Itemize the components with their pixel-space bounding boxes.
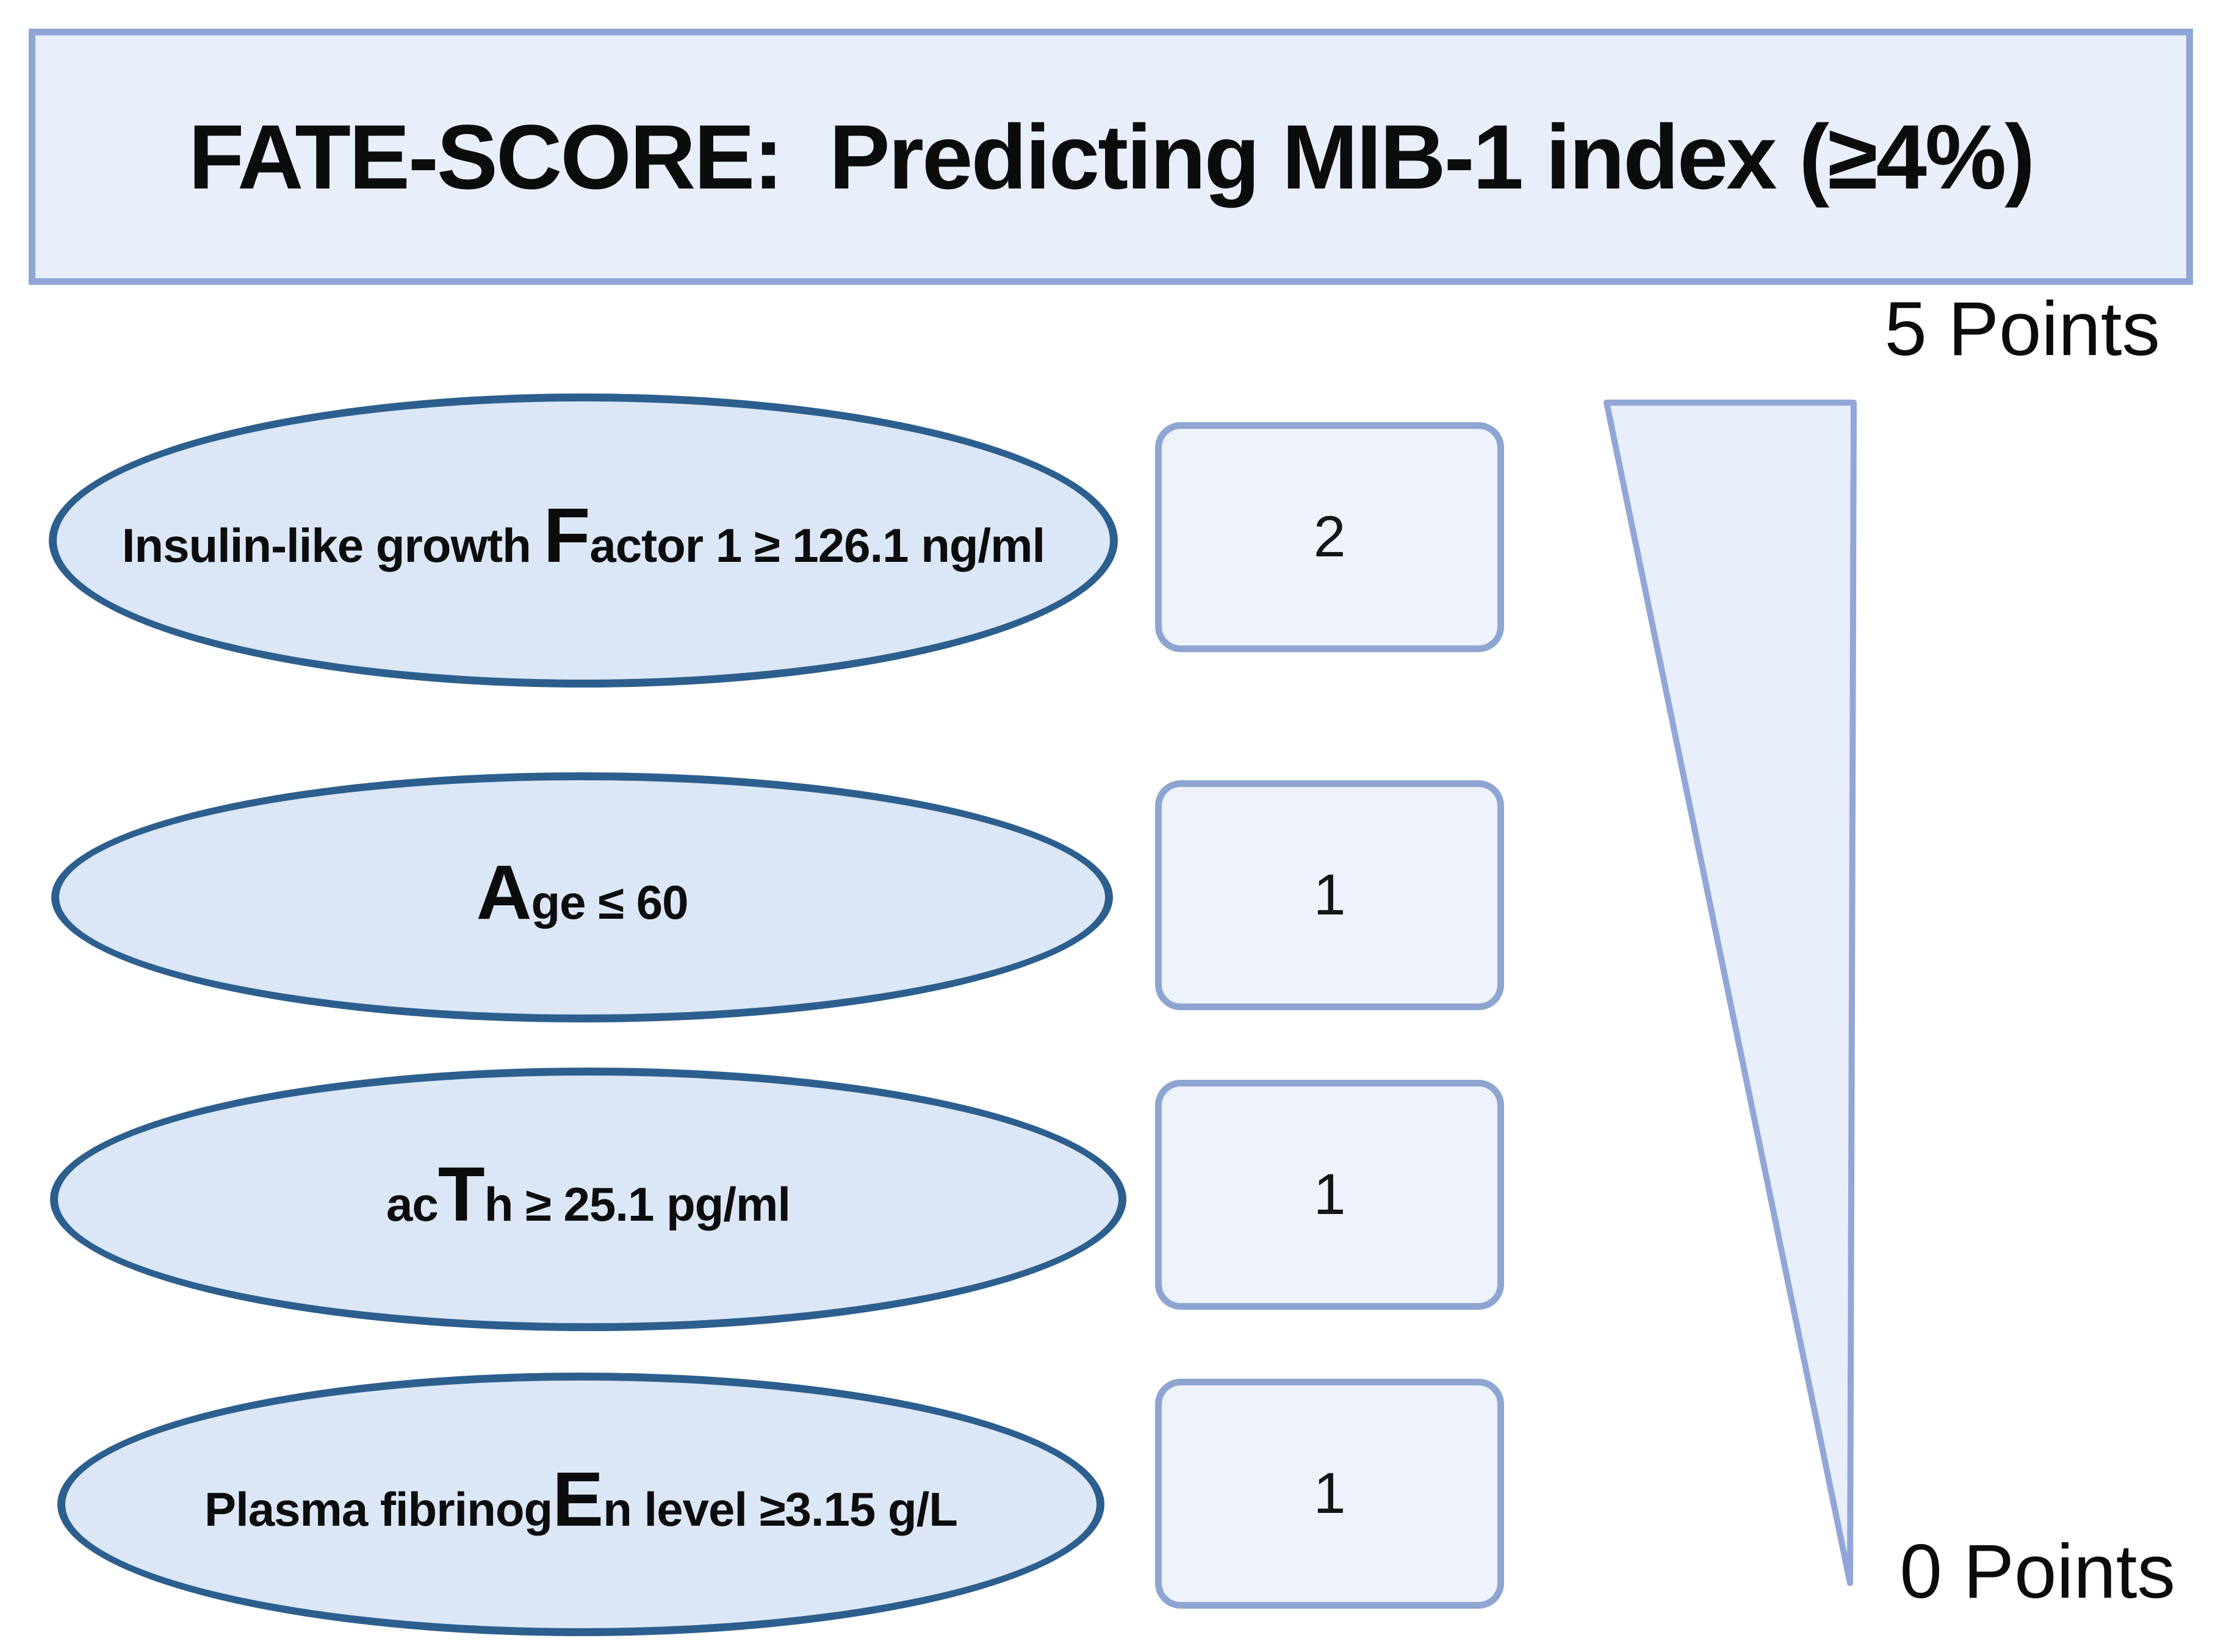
- criterion-label-pre: Plasma fibrinog: [204, 1482, 553, 1536]
- criterion-label: Age ≤ 60: [416, 854, 749, 935]
- title-banner: FATE-SCORE: Predicting MIB-1 index (≥4%): [29, 29, 2193, 285]
- figure-title: FATE-SCORE: Predicting MIB-1 index (≥4%): [188, 105, 2035, 208]
- points-value: 1: [1313, 1162, 1346, 1227]
- points-box-acth: 1: [1155, 1080, 1504, 1310]
- scale-min-label: 0 Points: [1899, 1529, 2175, 1614]
- criterion-label-post: n level ≥3.15 g/L: [603, 1482, 958, 1536]
- points-value: 1: [1313, 1461, 1346, 1526]
- criterion-label-post: h ≥ 25.1 pg/ml: [484, 1177, 791, 1231]
- criterion-label: Plasma fibrinogEn level ≥3.15 g/L: [143, 1461, 1018, 1542]
- points-box-igf1: 2: [1155, 422, 1504, 652]
- points-box-fibrinogen: 1: [1155, 1379, 1504, 1609]
- points-box-age: 1: [1155, 780, 1504, 1010]
- wedge-triangle-icon: [1604, 400, 1857, 1586]
- criterion-label-pre: Insulin-like growth: [121, 519, 544, 572]
- criterion-label-post: ge ≤ 60: [531, 875, 689, 929]
- criterion-ellipse-fibrinogen: Plasma fibrinogEn level ≥3.15 g/L: [57, 1373, 1104, 1636]
- criterion-label-big-letter: T: [437, 1151, 485, 1237]
- criterion-ellipse-age: Age ≤ 60: [51, 772, 1113, 1022]
- criterion-ellipse-acth: acTh ≥ 25.1 pg/ml: [50, 1068, 1126, 1331]
- criterion-ellipse-igf1: Insulin-like growth Factor 1 ≥ 126.1 ng/…: [49, 393, 1118, 688]
- points-value: 1: [1313, 863, 1346, 927]
- points-value: 2: [1313, 505, 1346, 569]
- criterion-label: acTh ≥ 25.1 pg/ml: [325, 1156, 851, 1237]
- criterion-label: Insulin-like growth Factor 1 ≥ 126.1 ng/…: [61, 497, 1106, 578]
- criterion-label-big-letter: E: [552, 1456, 603, 1542]
- criterion-label-post: actor 1 ≥ 126.1 ng/ml: [589, 519, 1045, 572]
- criterion-label-big-letter: F: [543, 492, 590, 578]
- criterion-label-pre: ac: [386, 1177, 439, 1231]
- criterion-label-big-letter: A: [476, 849, 532, 935]
- scale-max-label: 5 Points: [1884, 287, 2160, 372]
